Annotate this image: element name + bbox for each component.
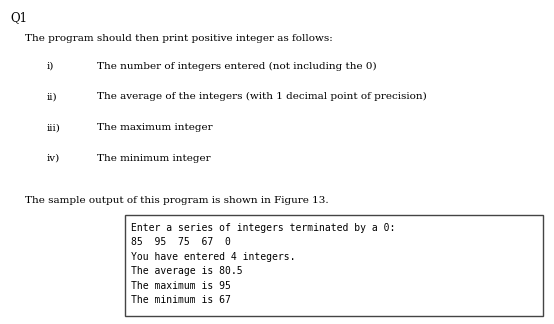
Text: The maximum is 95: The maximum is 95 bbox=[131, 281, 231, 291]
Text: The maximum integer: The maximum integer bbox=[97, 123, 213, 132]
Text: The program should then print positive integer as follows:: The program should then print positive i… bbox=[25, 34, 333, 43]
Text: The minimum is 67: The minimum is 67 bbox=[131, 295, 231, 306]
Text: ii): ii) bbox=[47, 92, 58, 101]
Text: Enter a series of integers terminated by a 0:: Enter a series of integers terminated by… bbox=[131, 223, 396, 233]
Text: The average of the integers (with 1 decimal point of precision): The average of the integers (with 1 deci… bbox=[97, 92, 427, 101]
Text: The sample output of this program is shown in Figure 13.: The sample output of this program is sho… bbox=[25, 196, 329, 205]
Text: iv): iv) bbox=[47, 154, 60, 163]
Text: The average is 80.5: The average is 80.5 bbox=[131, 266, 243, 276]
Text: The minimum integer: The minimum integer bbox=[97, 154, 211, 163]
Text: i): i) bbox=[47, 62, 54, 71]
Text: 85  95  75  67  0: 85 95 75 67 0 bbox=[131, 237, 231, 247]
Text: iii): iii) bbox=[47, 123, 61, 132]
FancyBboxPatch shape bbox=[125, 215, 543, 316]
Text: The number of integers entered (not including the 0): The number of integers entered (not incl… bbox=[97, 62, 377, 71]
Text: You have entered 4 integers.: You have entered 4 integers. bbox=[131, 252, 296, 262]
Text: Q1: Q1 bbox=[10, 11, 27, 24]
